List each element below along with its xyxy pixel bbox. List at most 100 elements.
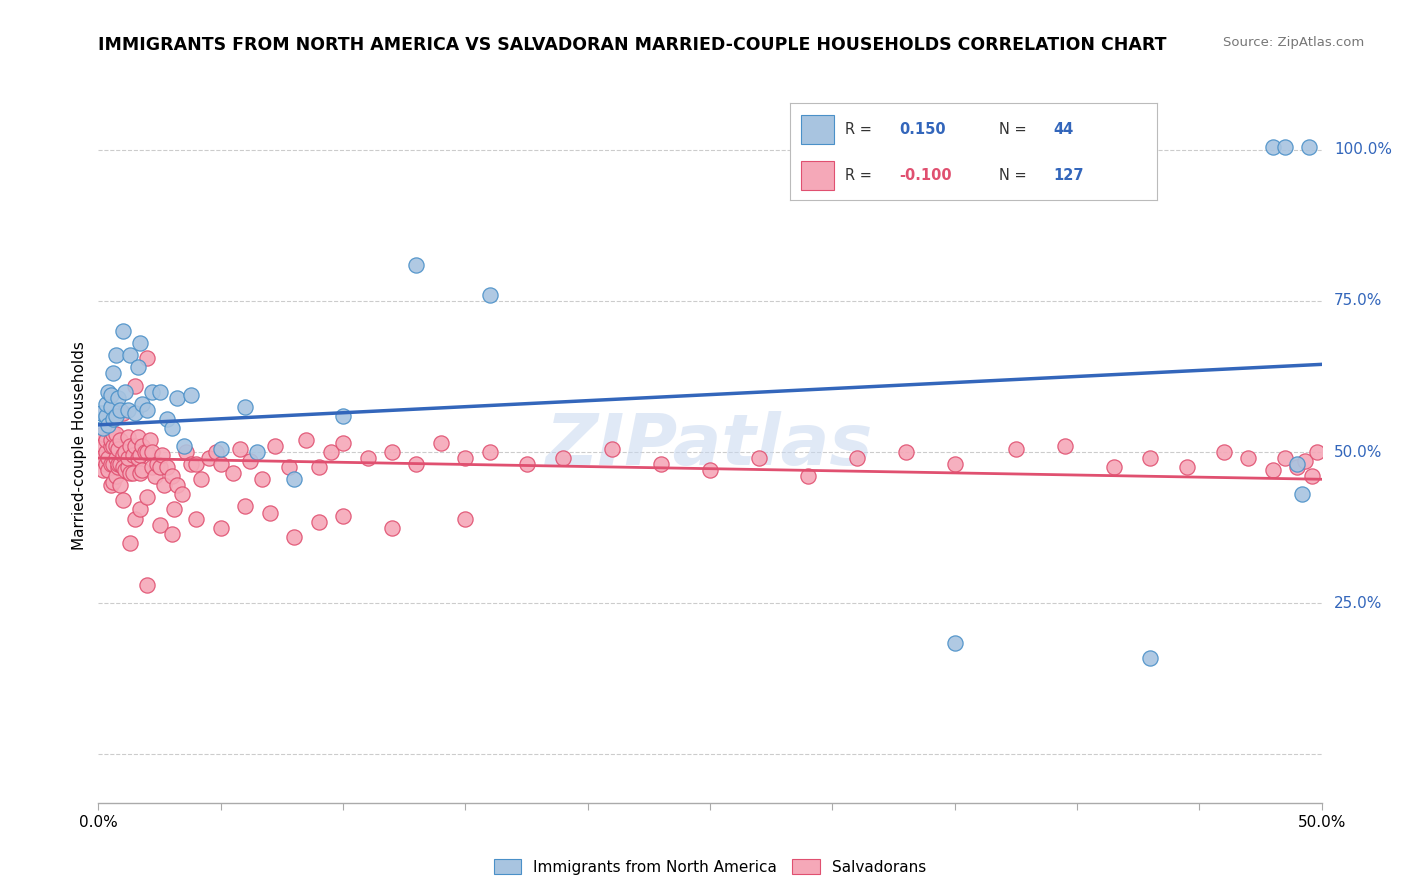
Point (107, 391, 129, 405)
Point (136, 402, 159, 417)
Point (160, 469, 183, 483)
Point (1274, 451, 1296, 466)
Point (1175, 460, 1198, 475)
Point (114, 445, 136, 459)
Text: IMMIGRANTS FROM NORTH AMERICA VS SALVADORAN MARRIED-COUPLE HOUSEHOLDS CORRELATIO: IMMIGRANTS FROM NORTH AMERICA VS SALVADO… (98, 36, 1167, 54)
Point (91, 426, 114, 441)
Point (107, 457, 129, 471)
Point (100, 387, 122, 401)
Point (94, 445, 117, 459)
Point (101, 426, 124, 441)
Point (180, 457, 202, 471)
Point (233, 400, 256, 414)
Point (163, 502, 186, 516)
Point (1139, 650, 1161, 665)
Point (127, 430, 149, 444)
Point (246, 445, 269, 459)
Point (100, 439, 122, 453)
Point (136, 351, 159, 366)
Point (176, 445, 198, 459)
Point (94, 397, 117, 411)
Point (229, 442, 252, 456)
Point (205, 445, 228, 459)
Point (100, 433, 122, 447)
Point (156, 411, 179, 425)
Point (97, 417, 120, 432)
Point (166, 391, 188, 405)
Point (143, 469, 166, 483)
Point (141, 445, 163, 459)
Point (797, 469, 820, 483)
Point (153, 478, 176, 492)
Point (107, 460, 129, 475)
Point (1291, 487, 1313, 501)
Point (650, 457, 672, 471)
Point (131, 439, 153, 453)
Point (405, 258, 427, 272)
Point (104, 469, 127, 483)
Point (209, 457, 232, 471)
Point (111, 460, 134, 475)
Point (180, 387, 202, 401)
Point (943, 457, 966, 471)
Point (190, 472, 212, 486)
Point (263, 439, 285, 453)
Point (104, 348, 127, 362)
Point (121, 467, 143, 481)
Point (454, 451, 477, 466)
Point (94, 433, 117, 447)
Point (127, 451, 149, 466)
Point (97, 463, 120, 477)
Point (120, 535, 142, 549)
Point (1237, 451, 1260, 466)
Point (114, 463, 136, 477)
Point (170, 487, 193, 501)
Point (381, 521, 404, 535)
Point (111, 324, 134, 338)
Point (111, 493, 134, 508)
Point (233, 500, 256, 514)
Point (101, 457, 124, 471)
Point (150, 448, 173, 462)
Point (149, 384, 172, 399)
Point (332, 436, 354, 450)
Point (222, 467, 245, 481)
Point (553, 451, 575, 466)
Point (430, 436, 453, 450)
Point (129, 336, 152, 351)
Point (1102, 460, 1125, 475)
Point (90, 439, 112, 453)
Point (149, 517, 172, 532)
Point (197, 451, 219, 466)
Point (110, 433, 132, 447)
Point (845, 451, 868, 466)
Point (600, 442, 623, 456)
Point (117, 430, 139, 444)
Text: Source: ZipAtlas.com: Source: ZipAtlas.com (1223, 36, 1364, 49)
Point (129, 502, 152, 516)
Point (107, 442, 129, 456)
Point (156, 460, 179, 475)
Point (141, 460, 163, 475)
Point (239, 454, 262, 468)
Point (114, 384, 136, 399)
Point (748, 451, 770, 466)
Point (131, 397, 153, 411)
Point (209, 521, 232, 535)
Point (1301, 469, 1323, 483)
Point (120, 467, 142, 481)
Point (1053, 439, 1076, 453)
Point (136, 578, 159, 592)
Point (319, 445, 342, 459)
Point (1139, 451, 1161, 466)
Point (100, 478, 122, 492)
Point (149, 460, 172, 475)
Point (127, 360, 149, 375)
Point (120, 439, 142, 453)
Point (111, 406, 134, 420)
Point (101, 439, 124, 453)
Point (166, 478, 188, 492)
Legend: Immigrants from North America, Salvadorans: Immigrants from North America, Salvadora… (488, 853, 932, 880)
Point (356, 451, 378, 466)
Text: 50.0%: 50.0% (1334, 444, 1382, 459)
